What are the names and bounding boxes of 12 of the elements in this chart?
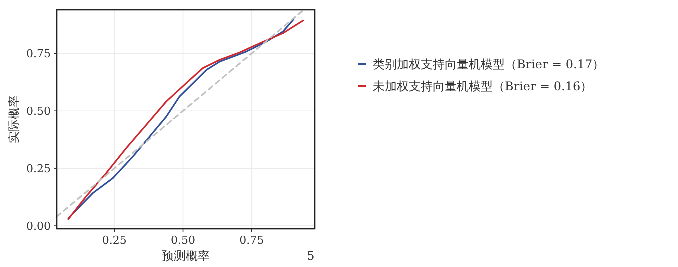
- text: 5: [307, 249, 315, 263]
- y-tick-label: 0.25: [26, 162, 51, 176]
- y-axis-title: 实际概率: [7, 96, 21, 144]
- y-tick-label: 0.75: [26, 48, 51, 61]
- y-tick-label: 0.00: [26, 220, 51, 234]
- x-tick-label: 0.25: [102, 234, 127, 247]
- legend-label: 类别加权支持向量机模型（Brier = 0.17）: [373, 58, 605, 72]
- x-tick-label: 0.75: [240, 234, 264, 247]
- legend-label: 未加权支持向量机模型（Brier = 0.16）: [373, 80, 593, 94]
- x-axis-title: 预测概率: [162, 249, 210, 263]
- y-tick-label: 0.50: [26, 105, 51, 118]
- x-tick-label: 0.50: [171, 234, 196, 247]
